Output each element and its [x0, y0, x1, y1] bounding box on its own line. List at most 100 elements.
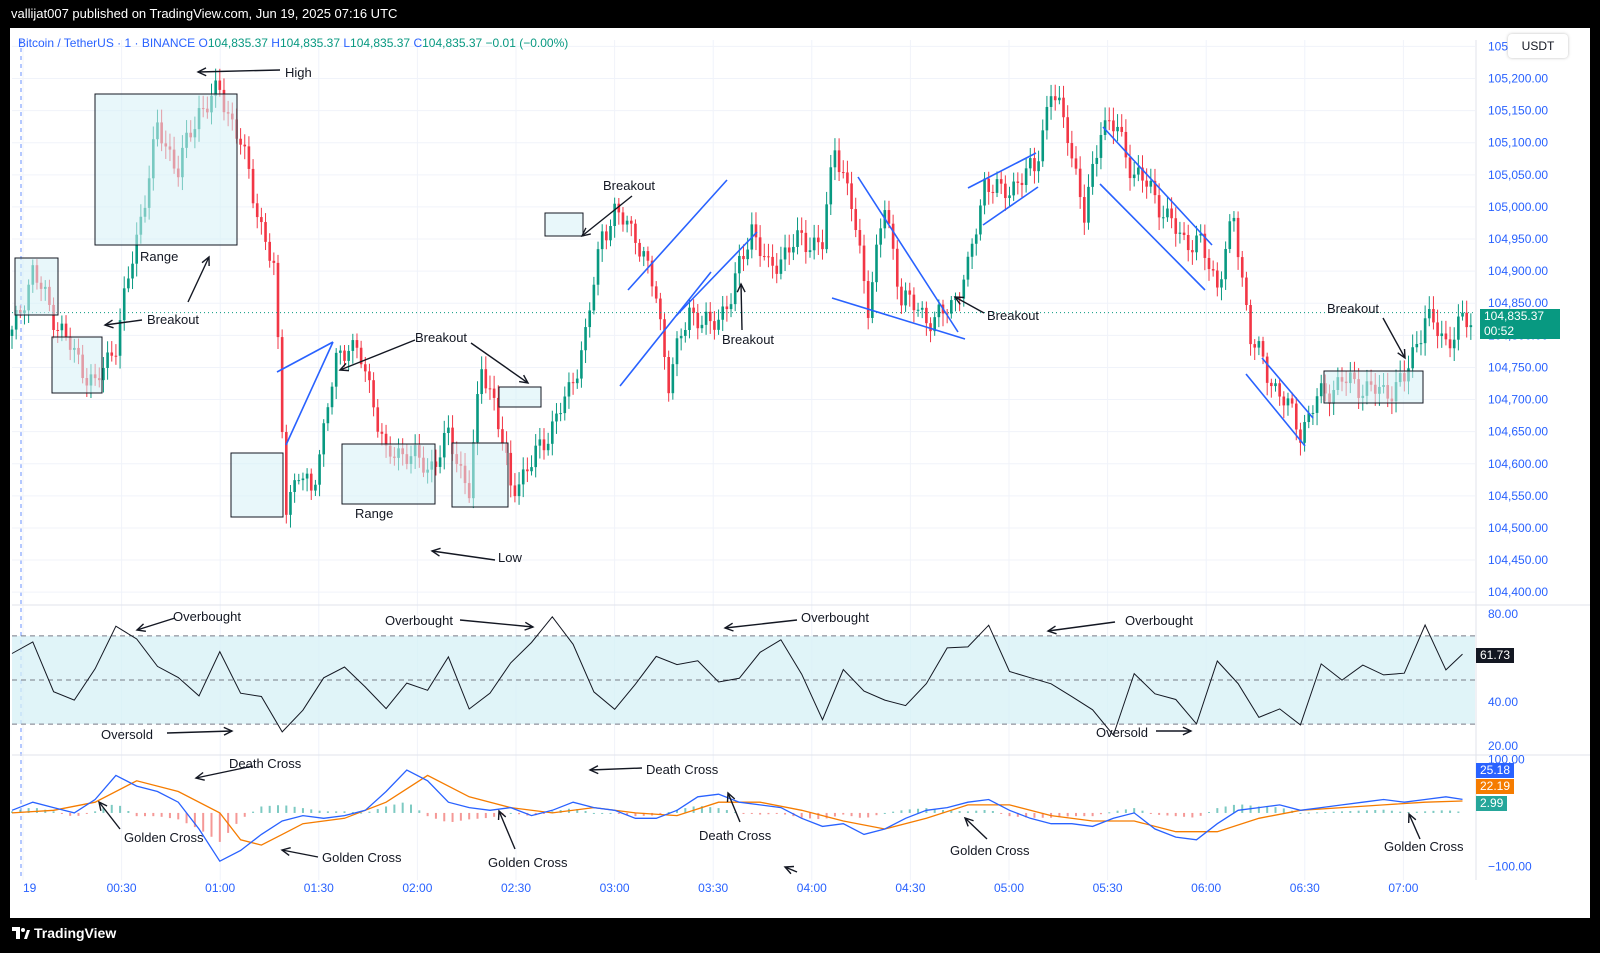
candle-body — [1432, 309, 1435, 323]
candle-body — [343, 350, 346, 361]
candle-body — [900, 286, 903, 306]
candle-body — [260, 217, 263, 223]
candle-body — [1216, 270, 1219, 288]
time-axis[interactable]: 19 00:30 01:00 01:30 02:00 02:30 03:00 03:30 04:… — [23, 881, 1419, 895]
candle-body — [513, 485, 517, 497]
annotation-arrow — [104, 319, 143, 326]
candle-body — [538, 439, 542, 446]
macd-histogram-bar — [667, 811, 670, 813]
candle-body — [1440, 333, 1444, 337]
macd-pane[interactable] — [11, 769, 1463, 863]
candle-body — [1457, 316, 1460, 340]
candle-body — [983, 178, 986, 206]
annotation-range2: Range — [355, 506, 393, 521]
macd-histogram-bar — [1191, 812, 1194, 818]
candle-body — [999, 179, 1003, 184]
candle-body — [638, 242, 641, 257]
annotation-breakout1: Breakout — [147, 312, 199, 327]
time-tick-label: 00:30 — [107, 881, 137, 895]
candle-body — [962, 279, 966, 299]
annotation-breakout3: Breakout — [603, 178, 655, 193]
candle-body — [1303, 422, 1306, 443]
annotation-low: Low — [498, 550, 522, 565]
last-price-value: 104,835.37 — [1484, 309, 1545, 323]
candle-body — [700, 324, 704, 329]
candle-body — [1419, 343, 1423, 345]
candle-body — [339, 350, 342, 353]
candle-body — [351, 340, 355, 351]
macd-histogram-bar — [1224, 806, 1227, 813]
candle-body — [746, 249, 749, 260]
candle-body — [1041, 130, 1045, 162]
brand-name[interactable]: TradingView — [34, 925, 117, 941]
macd-histogram-bar — [1324, 811, 1327, 813]
macd-histogram-bar — [1390, 810, 1393, 813]
candle-body — [272, 260, 276, 263]
annotation-breakout2: Breakout — [415, 330, 467, 345]
macd-histogram-bar — [277, 805, 279, 813]
symbol-name[interactable]: Bitcoin / TetherUS · 1 · BINANCE — [18, 36, 196, 50]
candle-body — [596, 249, 600, 285]
candle-body — [1020, 182, 1024, 185]
trend-line — [857, 176, 959, 333]
candle-body — [135, 234, 138, 264]
currency-button[interactable]: USDT — [1508, 34, 1568, 58]
macd-histogram-bar — [1166, 812, 1169, 816]
annotation-arrow — [281, 849, 319, 858]
macd-histogram-bar — [35, 808, 38, 813]
candle-body — [970, 243, 974, 257]
candle-body — [1311, 412, 1315, 414]
macd-histogram-bar — [202, 812, 205, 832]
candle-body — [251, 168, 255, 204]
candle-body — [1004, 183, 1007, 199]
annotation-arrow — [964, 817, 988, 840]
candle-body — [1307, 413, 1311, 423]
macd-histogram-bar — [310, 809, 313, 813]
macd-histogram-bar — [484, 812, 487, 819]
trend-line — [1245, 373, 1306, 447]
rsi-pane[interactable] — [11, 615, 1475, 737]
macd-histogram-bar — [1365, 810, 1368, 813]
arrow-head — [194, 771, 205, 781]
macd-histogram-bar — [1440, 810, 1443, 813]
candle-body — [783, 247, 787, 260]
candle-body — [451, 427, 454, 455]
candle-body — [301, 478, 305, 481]
macd-histogram-bar — [659, 812, 662, 815]
candle-body — [268, 241, 271, 261]
macd-histogram-bar — [135, 812, 138, 817]
candle-body — [688, 307, 691, 331]
candle-body — [1045, 106, 1049, 131]
candle-body — [1469, 325, 1473, 328]
macd-histogram-bar — [800, 812, 803, 818]
macd-histogram-bar — [301, 808, 304, 813]
candle-body — [850, 183, 853, 210]
candle-body — [571, 382, 575, 384]
price-axis[interactable]: 105,250.00105,200.00105,150.00105,100.00… — [1488, 39, 1548, 873]
annotation-arrow — [1408, 813, 1421, 840]
candle-body — [484, 369, 488, 389]
candle-body — [754, 224, 758, 238]
macd-histogram-bar — [734, 811, 737, 813]
candle-body — [14, 309, 18, 330]
macd-histogram-bar — [285, 805, 288, 813]
candle-body — [654, 286, 658, 299]
macd-histogram-bar — [110, 804, 113, 813]
candle-body — [1253, 344, 1257, 348]
arrow-head — [580, 227, 591, 238]
macd-histogram-bar — [468, 812, 471, 820]
price-tick-label: 104,750.00 — [1488, 360, 1548, 374]
candle-body — [1028, 158, 1032, 169]
candle-body — [1211, 269, 1215, 271]
macd-histogram-bar — [576, 809, 579, 813]
macd-histogram-bar — [1432, 810, 1435, 813]
macd-histogram-bar — [1158, 812, 1161, 815]
candle-body — [1182, 232, 1186, 235]
candle-body — [314, 484, 317, 491]
arrow-head — [726, 791, 736, 803]
macd-histogram-bar — [318, 810, 321, 813]
macd-histogram-bar — [1349, 811, 1352, 813]
macd-histogram-bar — [102, 808, 105, 813]
macd-histogram-bar — [410, 804, 412, 813]
